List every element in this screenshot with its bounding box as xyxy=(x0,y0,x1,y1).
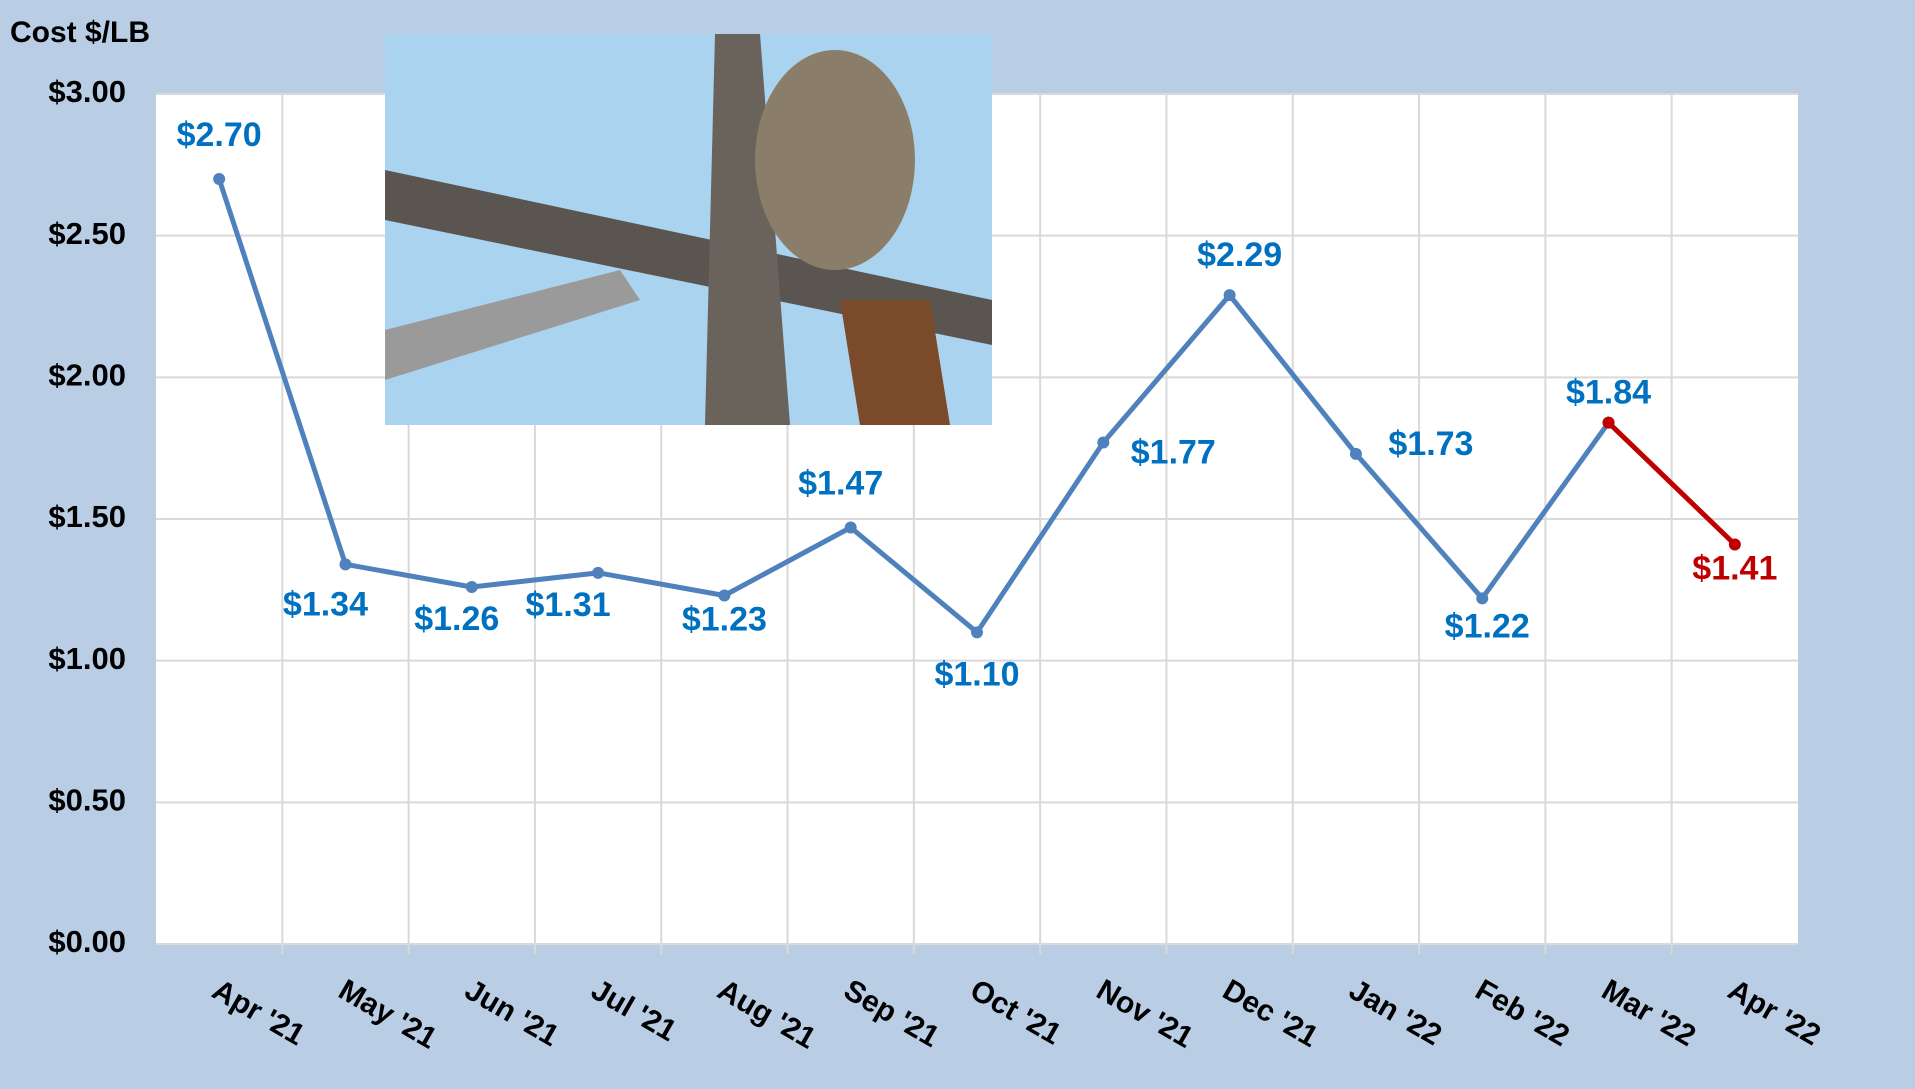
y-tick-label: $0.50 xyxy=(48,783,126,818)
data-label: $1.84 xyxy=(1566,374,1651,412)
point xyxy=(1476,592,1488,604)
point xyxy=(1224,289,1236,301)
y-tick-label: $1.50 xyxy=(48,499,126,534)
y-tick-label: $1.00 xyxy=(48,641,126,676)
point xyxy=(213,173,225,185)
y-tick-label: $3.00 xyxy=(48,74,126,109)
point xyxy=(1603,417,1615,429)
data-label: $1.26 xyxy=(414,600,499,638)
chart: Cost $/LB $2.70 $1.34 $1.26 $1.31 $1.23 $1.47… xyxy=(0,0,1915,1089)
data-label: $1.47 xyxy=(798,464,883,502)
data-label: $2.29 xyxy=(1197,236,1282,274)
point xyxy=(1350,448,1362,460)
data-label: $1.22 xyxy=(1445,607,1530,645)
y-axis-title: Cost $/LB xyxy=(10,16,150,49)
page: Cost $/LB $2.70 $1.34 $1.26 $1.31 $1.23 $1.47… xyxy=(0,0,1915,1089)
point xyxy=(592,567,604,579)
data-label: $1.77 xyxy=(1131,433,1216,471)
point xyxy=(845,522,857,534)
y-tick-label: $0.00 xyxy=(48,924,126,959)
point xyxy=(1097,437,1109,449)
data-label: $1.73 xyxy=(1388,425,1473,463)
point xyxy=(466,581,478,593)
point xyxy=(971,626,983,638)
photo xyxy=(385,34,992,425)
data-label: $1.41 xyxy=(1692,549,1777,587)
data-label: $1.34 xyxy=(283,585,368,623)
y-tick-label: $2.00 xyxy=(48,358,126,393)
data-label: $2.70 xyxy=(177,116,262,154)
point xyxy=(339,558,351,570)
photo-glove xyxy=(755,50,915,270)
data-label: $1.31 xyxy=(526,586,611,624)
data-label: $1.10 xyxy=(934,655,1019,693)
data-label: $1.23 xyxy=(682,600,767,638)
y-tick-label: $2.50 xyxy=(48,216,126,251)
